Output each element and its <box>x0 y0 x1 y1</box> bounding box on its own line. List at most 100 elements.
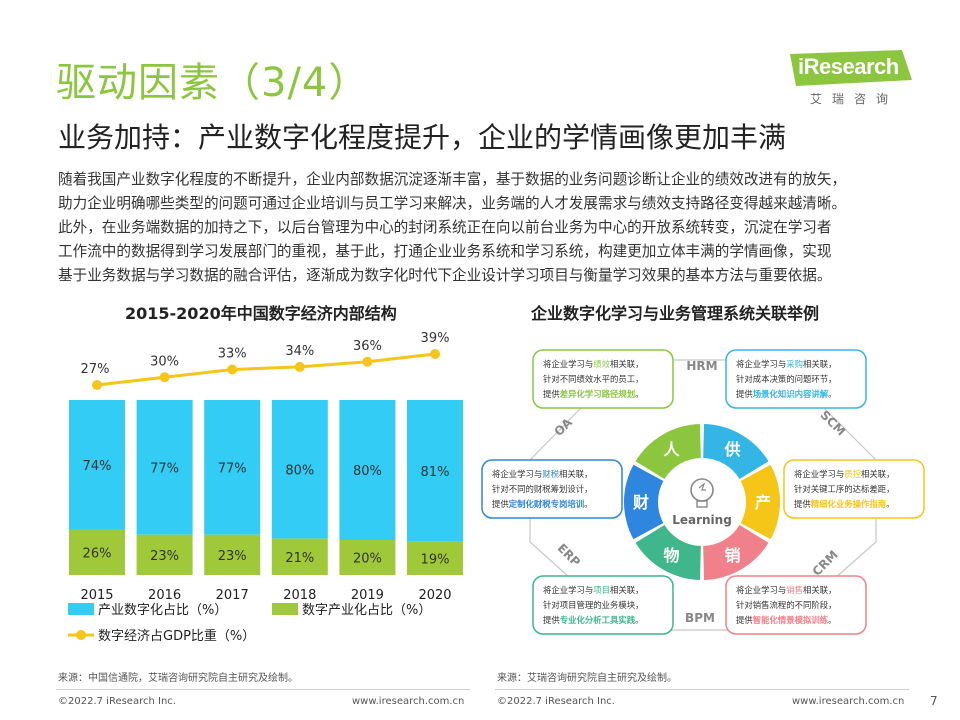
bar-digital-industry <box>339 540 396 575</box>
example-box <box>783 459 925 519</box>
example-box <box>481 459 623 519</box>
gdp-share-point <box>227 364 238 375</box>
line-value-label: 30% <box>150 354 179 369</box>
example-box-line: 将企业学习与绩效相关联， <box>543 359 644 369</box>
line-value-label: 34% <box>285 344 314 359</box>
lightbulb-base-icon <box>696 500 708 508</box>
bar-digital-industry <box>136 534 193 575</box>
gdp-share-point <box>430 349 440 359</box>
line-value-label: 27% <box>81 362 110 377</box>
example-box-line: 针对不同绩效水平的员工， <box>543 374 644 384</box>
bar-value-label: 20% <box>353 552 382 567</box>
example-box-line: 提供专业化分析工具实践。 <box>543 615 644 625</box>
body-line: 基于业务数据与学习数据的融合评估，逐渐成为数字化时代下企业设计学习项目与衡量学习… <box>58 267 832 284</box>
page-title: 驱动因素（3/4） <box>56 60 370 106</box>
example-box-line: 提供差异化学习路径规划。 <box>543 389 644 399</box>
ring-segment-label: 人 <box>663 440 680 459</box>
system-label: ERP <box>555 541 584 570</box>
legend-swatch-gdp-point <box>76 630 86 640</box>
system-label: SCM <box>817 408 848 439</box>
example-box <box>532 349 674 409</box>
footer-copyright: ©2022.7 iResearch Inc. <box>58 696 176 707</box>
example-box-line: 提供场景化知识内容讲解。 <box>736 389 837 399</box>
example-box-line: 将企业学习与质控相关联， <box>794 469 895 479</box>
example-box-line: 将企业学习与项目相关联， <box>543 585 644 595</box>
body-line: 此外，在业务端数据的加持之下，以后台管理为中心的封闭系统正在向以前台业务为中心的… <box>58 219 832 236</box>
page-subtitle: 业务加持：产业数字化程度提升，企业的学情画像更加丰满 <box>58 121 787 154</box>
ring-segment <box>703 424 769 480</box>
body-line: 助力企业明确哪些类型的问题可通过企业培训与员工学习来解决，业务端的人才发展需求与… <box>58 195 847 212</box>
bar-value-label: 26% <box>83 546 112 561</box>
ring-segment <box>703 524 769 580</box>
bar-digital-industry <box>271 538 328 575</box>
example-box-line: 针对不同的财税筹划设计， <box>492 484 593 494</box>
logo-cn: 艾瑞咨询 <box>810 92 899 106</box>
example-box-line: 针对销售流程的不同阶段， <box>736 600 837 610</box>
bar-value-label: 21% <box>285 551 314 566</box>
footer-url[interactable]: www.iresearch.com.cn <box>352 696 465 707</box>
example-box-line: 将企业学习与财税相关联， <box>492 469 593 479</box>
center-label: Learning <box>672 513 732 527</box>
bar-digitization <box>204 400 261 535</box>
ring-segment-label: 产 <box>755 493 771 512</box>
bar-digitization <box>339 400 396 540</box>
iresearch-logo: iResearch 艾瑞咨询 <box>790 50 912 106</box>
system-label: BPM <box>685 611 715 625</box>
example-box-line: 将企业学习与采购相关联， <box>736 359 837 369</box>
ring-segment-label: 财 <box>632 493 649 512</box>
learning-system-diagram: 人供产销物财 Learning HRMSCMCRMBPMERPOA 将企业学习与… <box>481 349 925 635</box>
right-diagram-title: 企业数字化学习与业务管理系统关联举例 <box>531 304 820 323</box>
x-tick-label: 2015 <box>80 588 113 603</box>
x-tick-label: 2017 <box>216 588 249 603</box>
gdp-share-point <box>159 372 170 383</box>
example-box <box>532 575 674 635</box>
bar-value-label: 80% <box>285 463 314 478</box>
line-value-label: 39% <box>421 331 450 346</box>
bar-digitization <box>69 400 125 530</box>
legend-label: 数字产业化占比（%） <box>302 603 431 618</box>
ring-segment-label: 供 <box>723 440 740 459</box>
bar-value-label: 80% <box>353 464 382 479</box>
ring-segment-label: 物 <box>663 546 679 565</box>
example-box-line: 提供智能化情景模拟训练。 <box>736 615 837 625</box>
footer-divider <box>56 689 470 690</box>
gdp-share-point <box>362 356 373 367</box>
right-source-note: 来源：艾瑞咨询研究院自主研究及绘制。 <box>497 673 677 684</box>
bar-value-label: 81% <box>421 465 450 480</box>
bar-digitization <box>271 400 328 539</box>
bar-value-label: 23% <box>150 549 179 564</box>
body-line: 工作流中的数据得到学习发展部门的重视，基于此，打通企业业务系统和学习系统，构建更… <box>58 243 832 260</box>
bar-digital-industry <box>69 529 125 575</box>
ring-segment <box>635 524 701 580</box>
bar-value-label: 77% <box>218 461 247 476</box>
x-tick-label: 2019 <box>351 588 384 603</box>
bar-digital-industry <box>407 541 463 575</box>
footer-divider <box>495 689 909 690</box>
x-tick-label: 2016 <box>148 588 181 603</box>
page-number: 7 <box>930 694 938 708</box>
x-tick-label: 2020 <box>418 588 451 603</box>
center-circle <box>662 462 742 542</box>
ring-segment <box>624 464 664 540</box>
left-source-note: 来源：中国信通院，艾瑞咨询研究院自主研究及绘制。 <box>58 673 298 684</box>
example-box <box>725 575 867 635</box>
gdp-share-point <box>92 380 102 390</box>
example-box-line: 针对成本决策的问题环节， <box>736 374 837 384</box>
line-value-label: 36% <box>353 339 382 354</box>
bar-digital-industry <box>204 534 261 575</box>
bar-digitization <box>136 400 193 535</box>
logo-tag-shape <box>790 50 912 86</box>
legend-swatch-digital-industry <box>272 603 298 615</box>
footer-url[interactable]: www.iresearch.com.cn <box>792 696 905 707</box>
example-box-line: 提供定制化财税专岗培训。 <box>492 499 593 509</box>
digital-economy-chart: 74% 26% 2015 27% 77% 23% 2016 30% 77% 23% 2017 33% 8… <box>68 331 463 644</box>
ring-segment-label: 销 <box>724 546 740 565</box>
ring-segment <box>740 464 780 540</box>
bar-value-label: 19% <box>421 552 450 567</box>
bar-value-label: 23% <box>218 549 247 564</box>
gdp-share-line <box>96 352 436 387</box>
x-tick-label: 2018 <box>283 588 316 603</box>
legend-swatch-digitization <box>68 603 94 615</box>
left-chart-title: 2015-2020年中国数字经济内部结构 <box>125 304 397 323</box>
bar-value-label: 77% <box>150 461 179 476</box>
